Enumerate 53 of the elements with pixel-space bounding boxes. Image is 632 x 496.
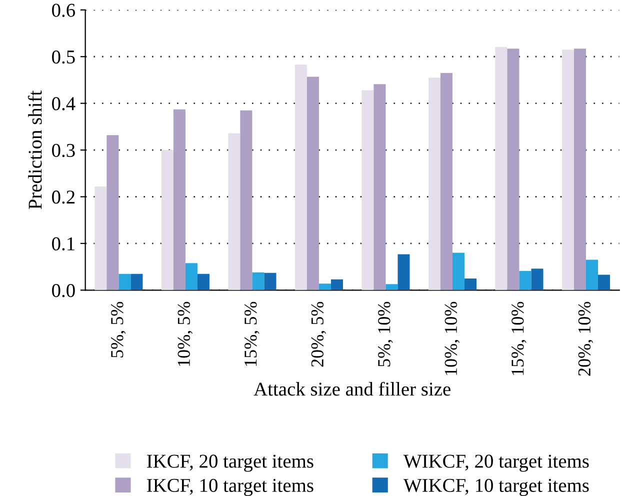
legend-label: WIKCF, 20 target items <box>403 454 589 472</box>
x-tick-label: 20%, 5% <box>311 302 326 367</box>
bar <box>252 272 264 290</box>
x-tick-label: 20%, 10% <box>578 302 594 376</box>
bar <box>428 78 440 290</box>
bar <box>161 150 174 290</box>
bar <box>94 186 107 290</box>
bar <box>240 110 252 290</box>
legend-label: IKCF, 20 target items <box>147 454 314 472</box>
x-axis-title: Attack size and filler size <box>254 382 450 396</box>
bar <box>531 268 544 290</box>
bar <box>185 263 198 290</box>
bar <box>464 278 477 290</box>
bar <box>362 90 374 290</box>
bar <box>452 252 464 290</box>
bar <box>330 279 343 290</box>
x-tick-label: 5%, 10% <box>378 302 393 366</box>
bar <box>294 64 307 290</box>
bar <box>586 260 598 290</box>
y-axis-title: Prediction shift <box>28 90 42 210</box>
bar <box>562 50 574 290</box>
bar <box>264 272 276 290</box>
y-tick-label: 0.0 <box>52 284 75 298</box>
legend-label: WIKCF, 10 target items <box>403 478 589 496</box>
y-tick-label: 0.3 <box>52 144 75 158</box>
bar <box>130 274 143 290</box>
bar <box>374 84 386 290</box>
bar <box>519 271 532 290</box>
x-tick-label: 15%, 10% <box>512 302 526 375</box>
bar <box>306 76 319 290</box>
bar <box>398 254 410 290</box>
bar <box>495 46 508 290</box>
bar <box>598 274 610 290</box>
y-tick-label: 0.2 <box>52 190 75 204</box>
bar <box>440 72 452 290</box>
bar <box>574 48 586 290</box>
y-tick-label: 0.6 <box>52 4 76 17</box>
bar <box>228 133 240 290</box>
y-tick-label: 0.5 <box>52 50 75 64</box>
bar <box>106 135 119 290</box>
x-tick-label: 5%, 5% <box>111 302 126 358</box>
bar <box>197 274 210 290</box>
x-tick-label: 15%, 5% <box>244 302 260 366</box>
bar <box>507 48 520 290</box>
bar <box>386 284 398 290</box>
y-tick-label: 0.4 <box>52 97 76 110</box>
bar <box>173 109 186 290</box>
x-tick-label: 10%, 5% <box>178 302 193 366</box>
bar <box>318 284 331 290</box>
bar <box>118 274 131 290</box>
legend-label: IKCF, 10 target items <box>147 478 314 496</box>
x-tick-label: 10%, 10% <box>444 302 460 375</box>
y-tick-label: 0.1 <box>52 237 74 250</box>
